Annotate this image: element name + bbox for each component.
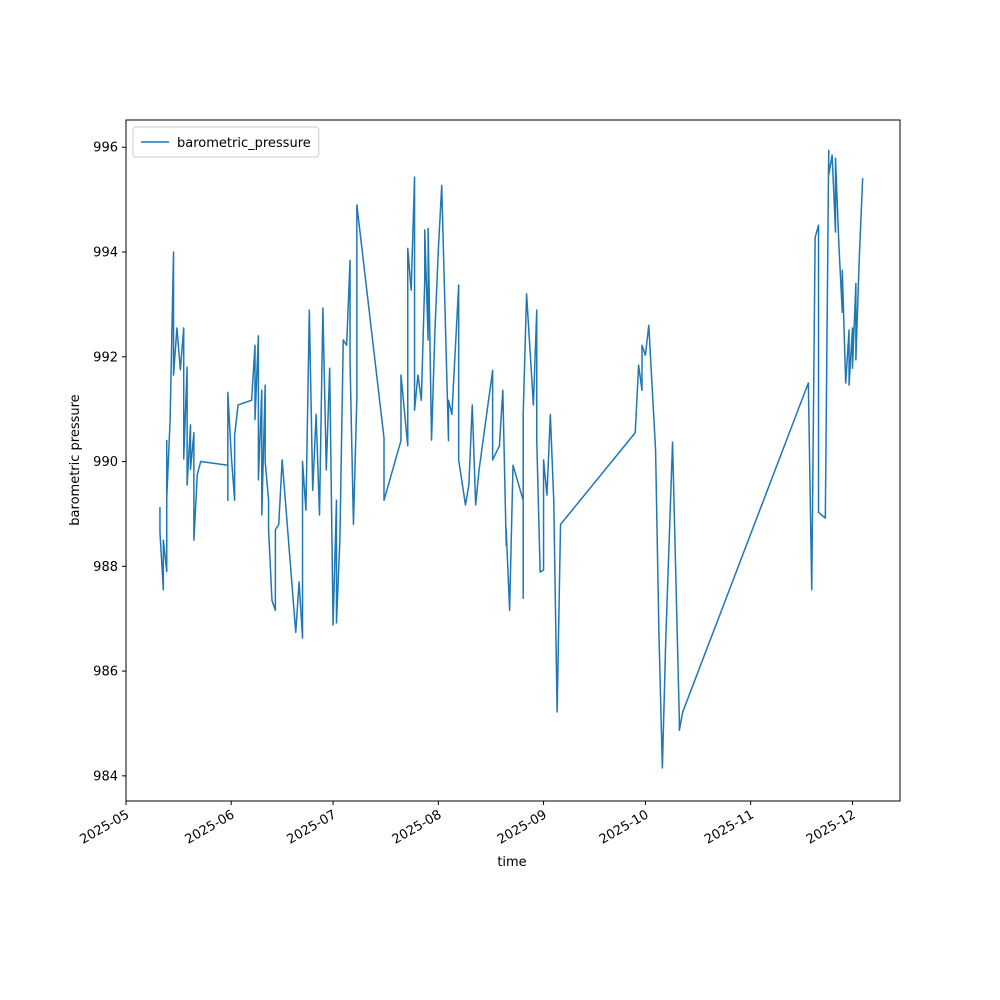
- plot-frame: [125, 119, 901, 802]
- y-tick-label: 996: [93, 141, 118, 156]
- y-tick-label: 986: [93, 665, 118, 680]
- x-axis-label: time: [497, 855, 526, 870]
- y-axis-label: barometric pressure: [68, 394, 83, 525]
- x-tick-label: 2025-12: [804, 807, 859, 847]
- x-tick-label: 2025-09: [495, 807, 550, 847]
- x-tick-label: 2025-10: [597, 807, 652, 847]
- x-tick-label: 2025-11: [702, 807, 757, 847]
- x-tick-label: 2025-08: [390, 807, 445, 847]
- data-line: [159, 149, 864, 769]
- y-tick-label: 990: [93, 455, 118, 470]
- y-tick-label: 994: [93, 246, 118, 261]
- x-tick-label: 2025-06: [183, 807, 238, 847]
- legend: barometric_pressure: [132, 126, 320, 158]
- x-tick-label: 2025-05: [77, 807, 132, 847]
- y-tick-label: 992: [93, 350, 118, 365]
- y-tick-label: 984: [93, 769, 118, 784]
- x-tick-label: 2025-07: [285, 807, 340, 847]
- legend-box: [132, 126, 320, 158]
- y-tick-label: 988: [93, 560, 118, 575]
- legend-label: barometric_pressure: [177, 136, 311, 151]
